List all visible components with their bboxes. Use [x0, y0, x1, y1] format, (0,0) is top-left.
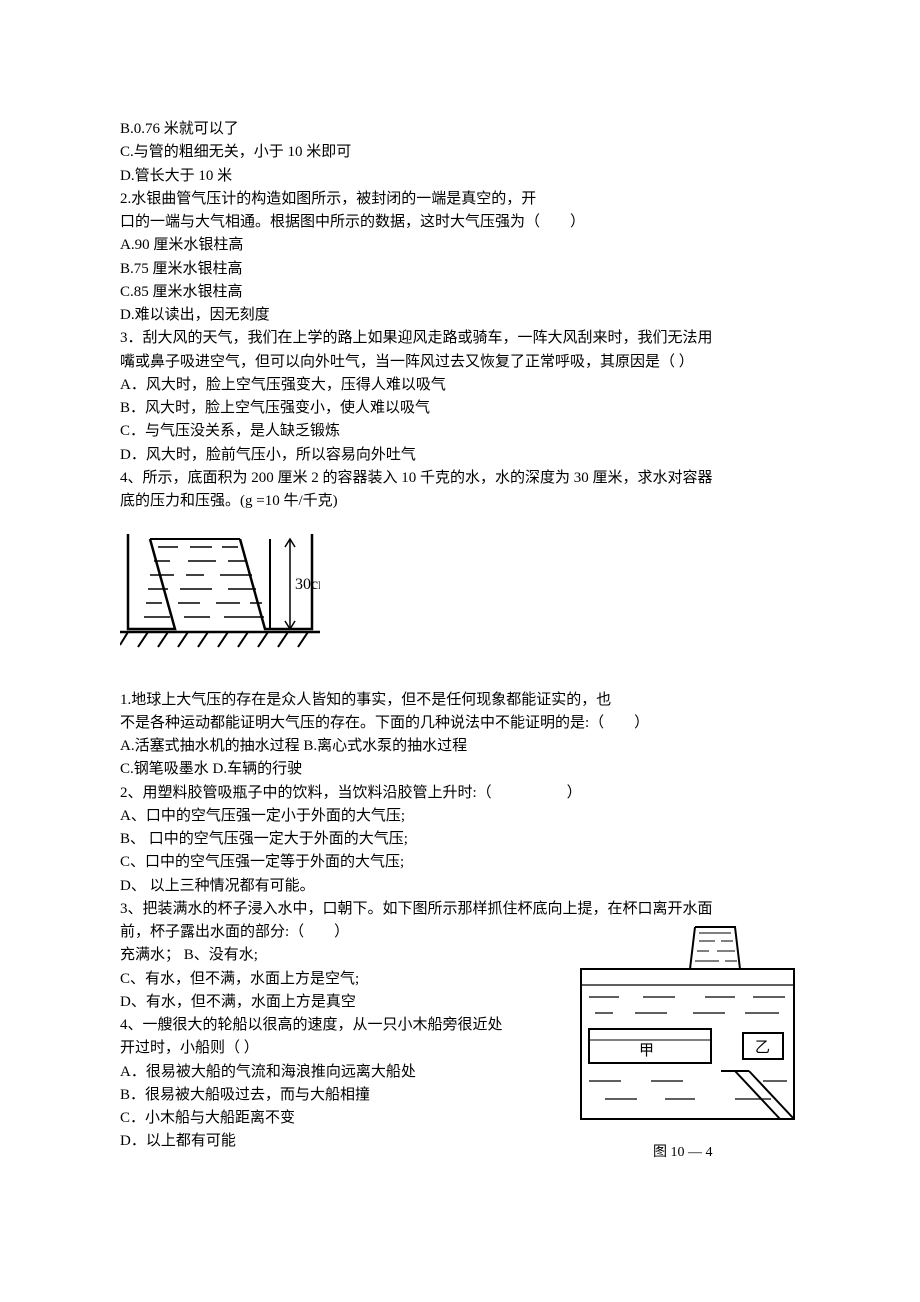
- b-q1-stem-line2: 不是各种运动都能证明大气压的存在。下面的几种说法中不能证明的是:（ ）: [120, 712, 800, 735]
- q2-option-c: C.85 厘米水银柱高: [120, 281, 800, 304]
- b-q1-stem-line1: 1.地球上大气压的存在是众人皆知的事实，但不是任何现象都能证实的，也: [120, 689, 800, 712]
- q2-stem-line2: 口的一端与大气相通。根据图中所示的数据，这时大气压强为（ ）: [120, 211, 800, 234]
- q2-option-d: D.难以读出，因无刻度: [120, 304, 800, 327]
- q3-option-b: B．风大时，脸上空气压强变小，使人难以吸气: [120, 397, 800, 420]
- b-q2-stem: 2、用塑料胶管吸瓶子中的饮料，当饮料沿胶管上升时:（ ）: [120, 782, 800, 805]
- q3-option-a: A．风大时，脸上空气压强变大，压得人难以吸气: [120, 374, 800, 397]
- q3-option-c: C．与气压没关系，是人缺乏锻炼: [120, 420, 800, 443]
- q1-option-d: D.管长大于 10 米: [120, 165, 800, 188]
- b-q1-option-cd: C.钢笔吸墨水 D.车辆的行驶: [120, 758, 800, 781]
- q2-stem-line1: 2.水银曲管气压计的构造如图所示，被封闭的一端是真空的，开: [120, 188, 800, 211]
- b-q2-option-c: C、口中的空气压强一定等于外面的大气压;: [120, 851, 800, 874]
- q4-stem-line2: 底的压力和压强。(g =10 牛/千克): [120, 490, 800, 513]
- b-q3-stem-line1: 3、把装满水的杯子浸入水中，口朝下。如下图所示那样抓住杯底向上提，在杯口离开水面: [120, 898, 800, 921]
- b-q2-option-a: A、口中的空气压强一定小于外面的大气压;: [120, 805, 800, 828]
- q2-option-a: A.90 厘米水银柱高: [120, 234, 800, 257]
- svg-text:乙: 乙: [755, 1040, 770, 1056]
- svg-text:甲: 甲: [639, 1043, 654, 1059]
- cup-ship-figure: 甲 乙 图 10 — 4: [575, 921, 800, 1174]
- q3-stem-line1: 3．刮大风的天气，我们在上学的路上如果迎风走路或骑车，一阵大风刮来时，我们无法用: [120, 327, 800, 350]
- q1-option-c: C.与管的粗细无关，小于 10 米即可: [120, 141, 800, 164]
- svg-text:图 10 — 4: 图 10 — 4: [653, 1145, 713, 1160]
- b-q2-option-b: B、 口中的空气压强一定大于外面的大气压;: [120, 828, 800, 851]
- container-figure: 30cm: [120, 519, 800, 662]
- b-q2-option-d: D、 以上三种情况都有可能。: [120, 875, 800, 898]
- q2-option-b: B.75 厘米水银柱高: [120, 258, 800, 281]
- b-q1-option-ab: A.活塞式抽水机的抽水过程 B.离心式水泵的抽水过程: [120, 735, 800, 758]
- q3-stem-line2: 嘴或鼻子吸进空气，但可以向外吐气，当一阵风过去又恢复了正常呼吸，其原因是（ ）: [120, 351, 800, 374]
- q1-option-b: B.0.76 米就可以了: [120, 118, 800, 141]
- q3-option-d: D．风大时，脸前气压小，所以容易向外吐气: [120, 444, 800, 467]
- q4-stem-line1: 4、所示，底面积为 200 厘米 2 的容器装入 10 千克的水，水的深度为 3…: [120, 467, 800, 490]
- svg-text:30cm: 30cm: [295, 576, 320, 593]
